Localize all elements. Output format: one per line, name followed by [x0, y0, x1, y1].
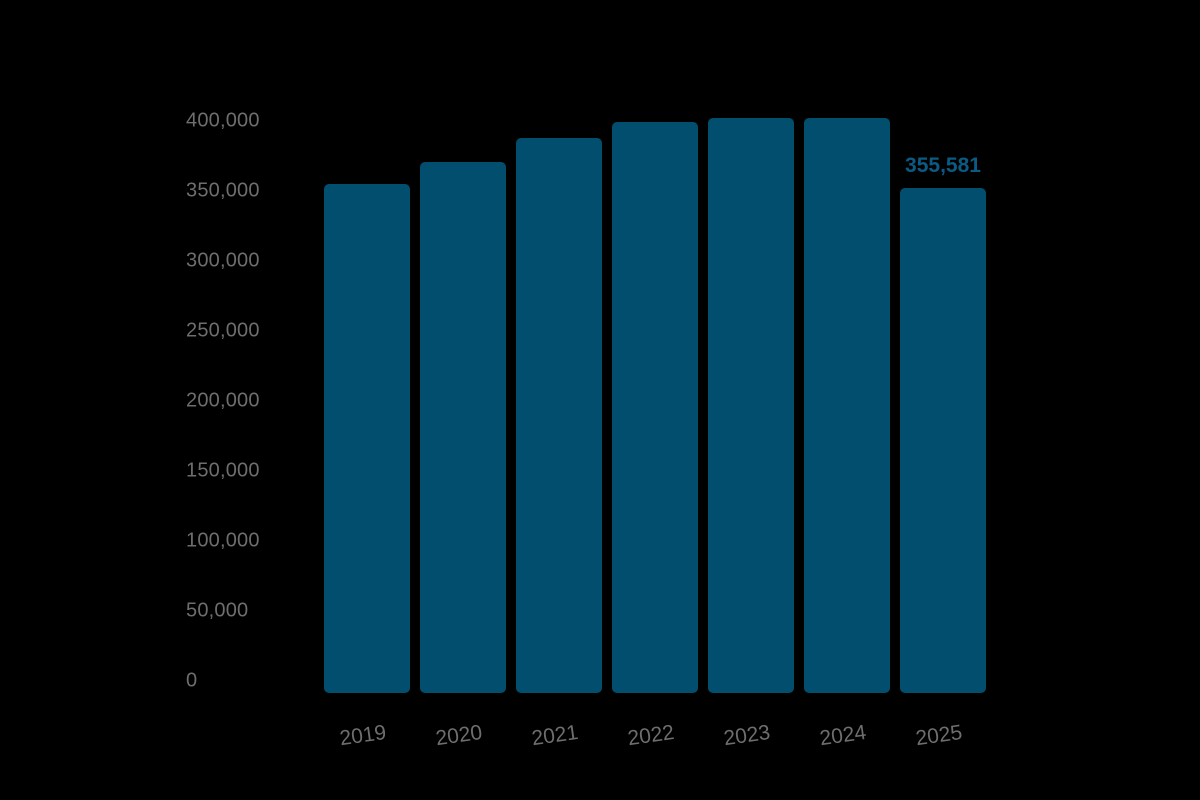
bar-2025	[900, 188, 986, 693]
x-tick-label: 2025	[914, 720, 964, 751]
bar-2024	[804, 118, 890, 693]
y-tick-label: 150,000	[186, 459, 260, 482]
bar-2021	[516, 138, 602, 693]
bar-2020	[420, 162, 506, 693]
y-tick-label: 300,000	[186, 249, 260, 272]
y-tick-label: 100,000	[186, 529, 260, 552]
x-tick-label: 2020	[434, 720, 484, 751]
y-tick-label: 250,000	[186, 319, 260, 342]
y-tick-label: 0	[186, 669, 198, 692]
bar-2023	[708, 118, 794, 693]
x-tick-label: 2022	[626, 720, 676, 751]
y-tick-label: 50,000	[186, 599, 249, 622]
x-tick-label: 2023	[722, 720, 772, 751]
y-tick-label: 350,000	[186, 179, 260, 202]
bar-2019	[324, 184, 410, 693]
y-tick-label: 200,000	[186, 389, 260, 412]
x-tick-label: 2019	[338, 720, 388, 751]
bar-2022	[612, 122, 698, 693]
y-tick-label: 400,000	[186, 109, 260, 132]
data-label: 355,581	[905, 154, 981, 178]
x-tick-label: 2021	[530, 720, 580, 751]
x-tick-label: 2024	[818, 720, 868, 751]
